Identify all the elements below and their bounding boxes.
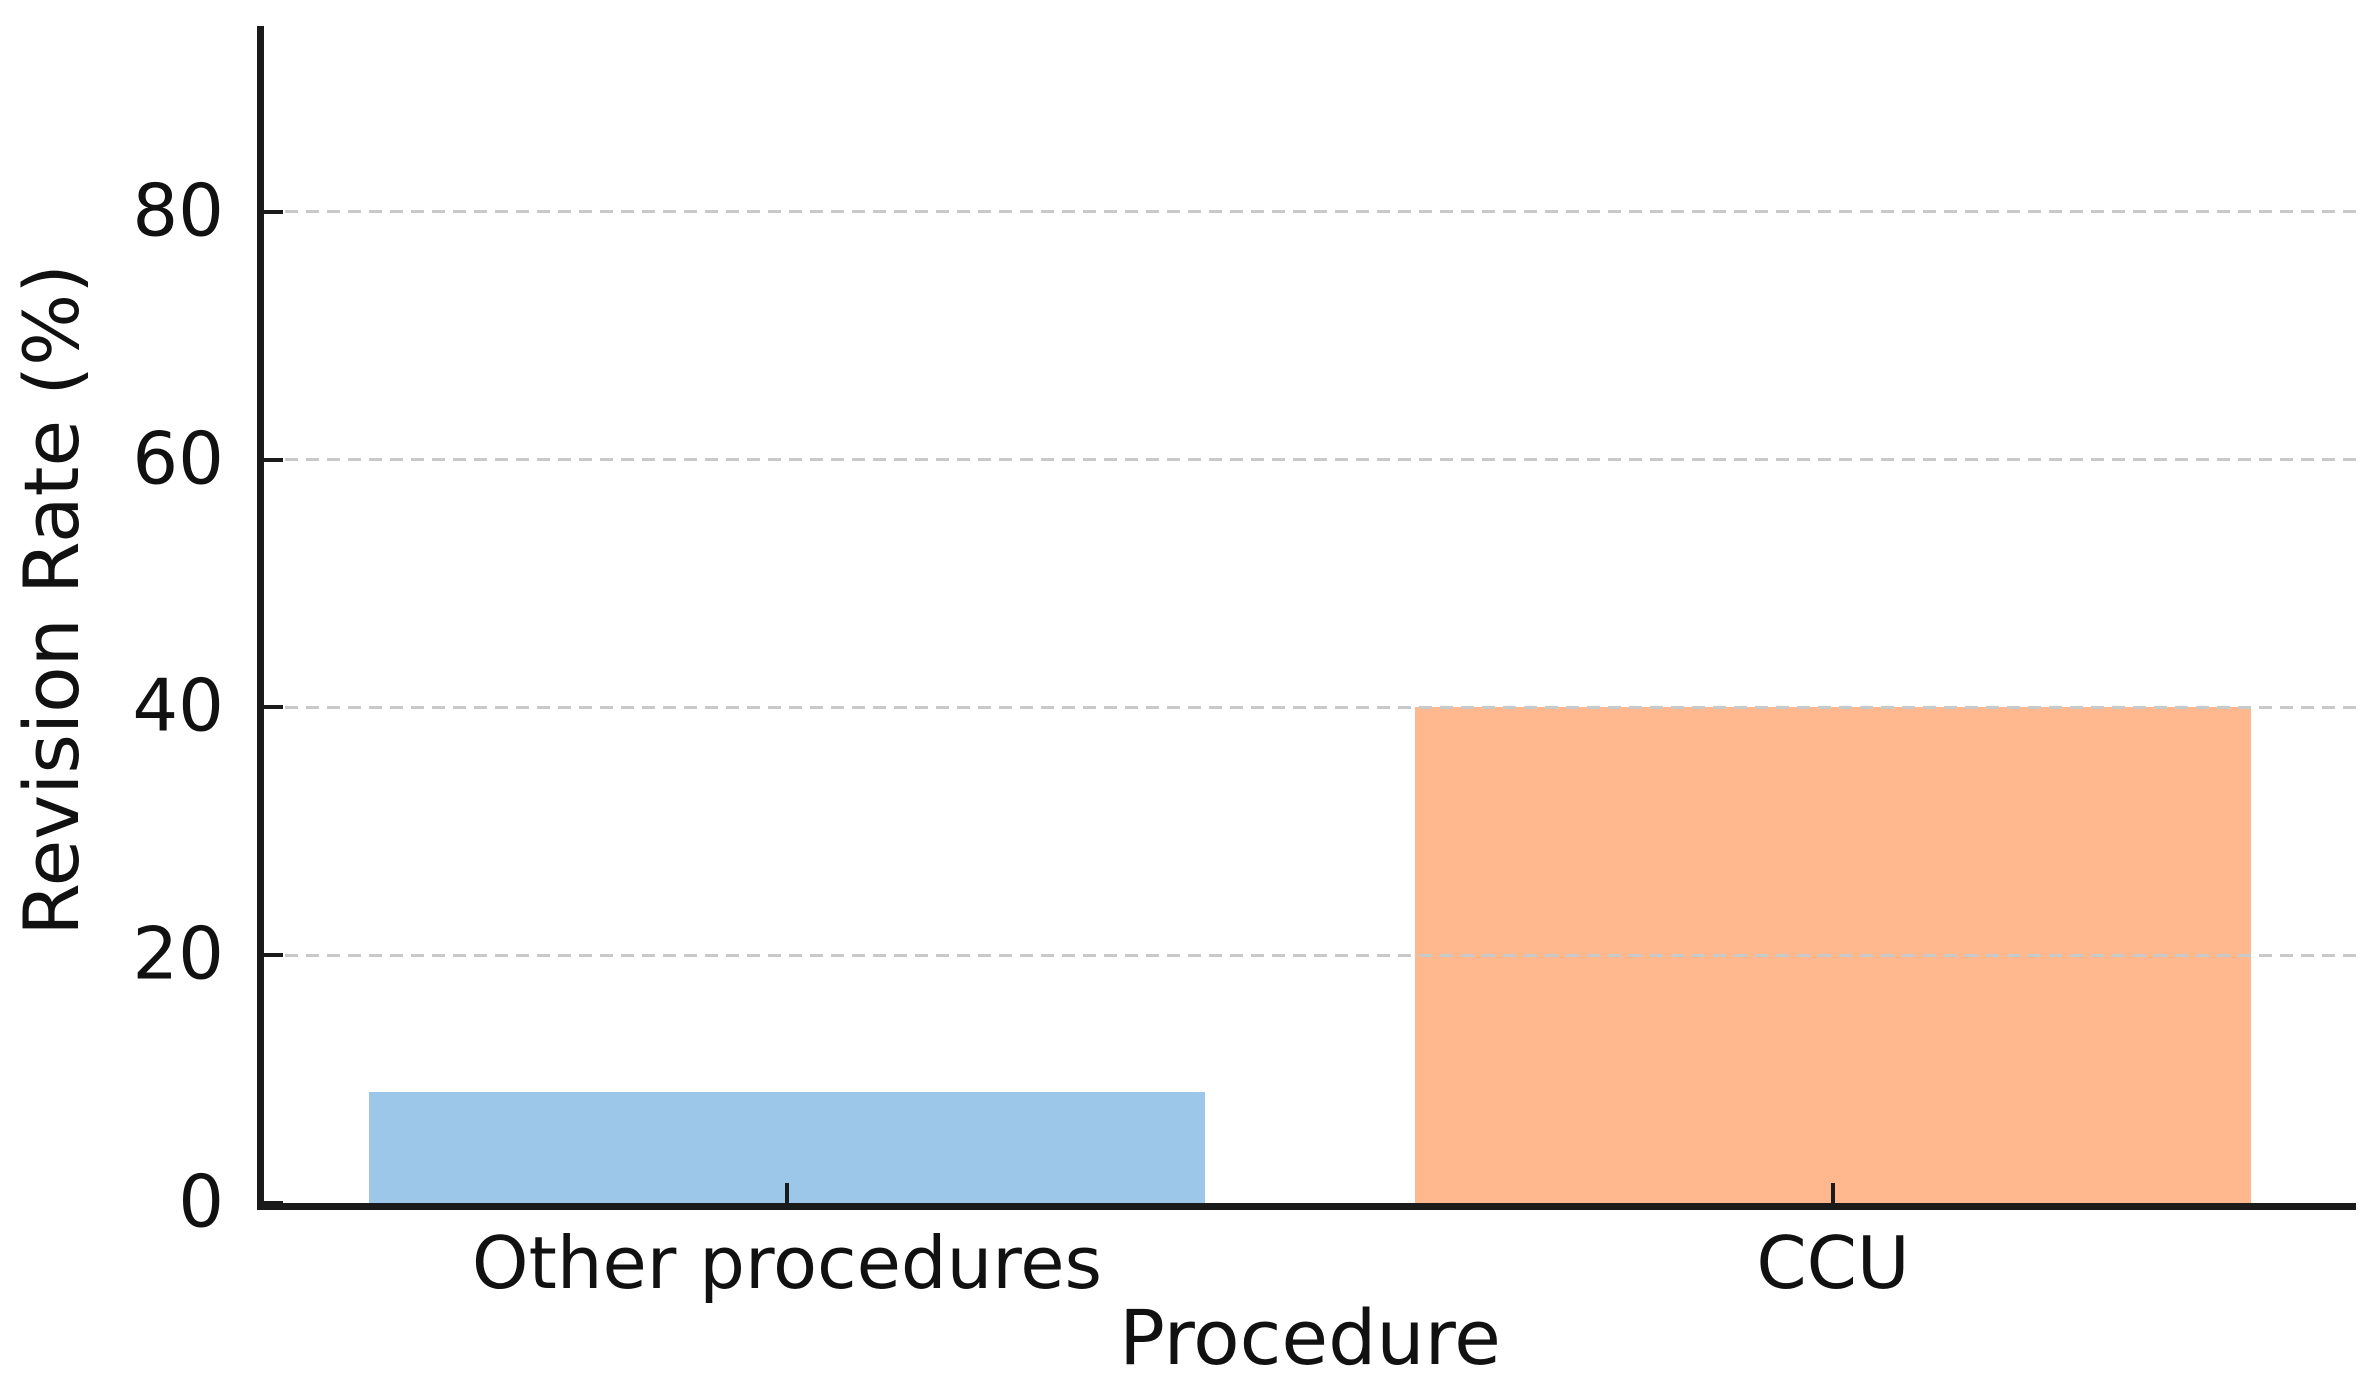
x-tick-label-2: CCU (1756, 1221, 1910, 1305)
y-tick-label-0: 0 (178, 1159, 224, 1244)
y-tick-label-60: 60 (132, 416, 224, 501)
y-gridline-40 (264, 705, 2356, 709)
x-tick-1 (785, 1183, 789, 1203)
y-gridline-60 (264, 458, 2356, 462)
plot-area: 0 20 40 60 80 Other procedures CCU (132, 26, 2356, 1299)
y-gridline-20 (264, 953, 2356, 957)
y-axis-label: Revision Rate (%) (7, 264, 96, 936)
y-tick-80 (264, 209, 283, 214)
x-tick-2 (1831, 1183, 1835, 1203)
y-tick-40 (264, 705, 283, 710)
x-tick-label-1: Other procedures (471, 1221, 1103, 1305)
x-axis-label: Procedure (1119, 1293, 1501, 1382)
y-axis-spine (257, 26, 264, 1210)
y-tick-60 (264, 457, 283, 462)
y-tick-label-40: 40 (132, 663, 224, 748)
y-tick-label-20: 20 (132, 911, 224, 996)
y-tick-20 (264, 953, 283, 958)
x-axis-spine (257, 1203, 2356, 1210)
y-tick-label-80: 80 (132, 168, 224, 253)
y-gridline-80 (264, 210, 2356, 214)
